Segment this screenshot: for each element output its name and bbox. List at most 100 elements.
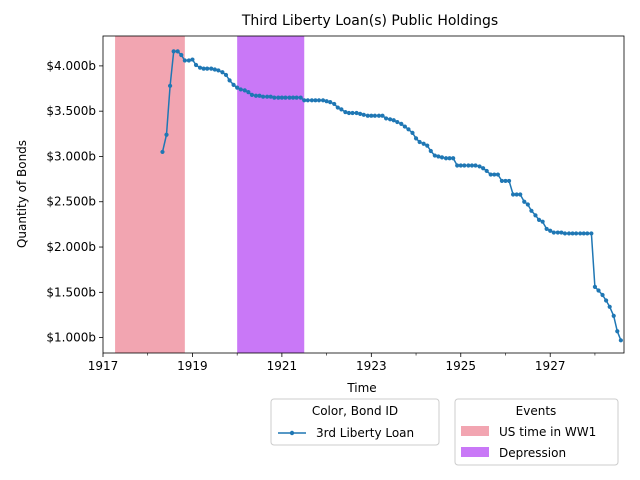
data-point: [518, 192, 523, 197]
data-point: [499, 178, 505, 184]
data-point: [458, 163, 463, 168]
x-tick-label-1: 1919: [177, 359, 208, 373]
data-point: [238, 87, 243, 92]
data-point: [402, 124, 407, 129]
data-point: [436, 154, 441, 159]
data-point: [268, 94, 273, 99]
data-point: [287, 95, 292, 100]
data-point: [220, 70, 225, 75]
y-tick-label-5: $3.500b: [46, 104, 96, 118]
data-point: [562, 231, 568, 236]
x-tick-label-4: 1925: [445, 359, 476, 373]
data-point: [182, 58, 187, 63]
data-point: [395, 119, 400, 125]
data-point: [566, 231, 572, 236]
data-point: [167, 83, 173, 88]
data-point: [451, 156, 456, 161]
data-point: [439, 155, 445, 160]
legend-events-title: Events: [516, 404, 557, 418]
data-point: [190, 57, 195, 62]
data-point: [294, 95, 299, 100]
data-point: [611, 313, 616, 318]
data-point: [324, 99, 329, 104]
data-point: [455, 163, 460, 168]
data-point: [536, 217, 542, 222]
data-point: [477, 164, 482, 169]
plot-frame: [102, 35, 625, 354]
data-point: [350, 110, 355, 116]
y-tick-label-4: $3.000b: [46, 149, 96, 163]
data-point: [443, 156, 449, 161]
data-point: [548, 228, 553, 233]
data-point: [235, 85, 240, 90]
data-point: [193, 62, 199, 68]
data-point: [607, 304, 612, 309]
data-point: [179, 52, 184, 58]
legend-events-frame: [454, 398, 619, 466]
data-point: [570, 231, 575, 236]
data-point: [332, 101, 337, 107]
data-point: [253, 93, 259, 98]
data-point: [242, 88, 247, 93]
data-point: [399, 121, 404, 126]
legend-bonds-title: Color, Bond ID: [312, 404, 398, 418]
data-point: [589, 231, 594, 236]
data-point: [466, 163, 471, 168]
data-point: [265, 94, 270, 99]
data-point: [175, 49, 180, 54]
data-point: [376, 113, 382, 118]
data-point: [525, 202, 530, 207]
data-point: [216, 68, 221, 73]
data-point: [383, 116, 389, 121]
data-point: [372, 113, 378, 118]
data-point: [600, 292, 605, 298]
data-point: [432, 153, 437, 158]
data-point: [618, 338, 623, 343]
data-point: [428, 148, 433, 154]
data-point: [425, 143, 430, 148]
data-point: [529, 208, 534, 213]
legend-series-label: 3rd Liberty Loan: [316, 426, 414, 440]
data-point: [320, 98, 326, 103]
data-point: [335, 105, 340, 110]
data-point: [160, 149, 165, 155]
event-span-1: [237, 36, 305, 353]
data-point: [302, 98, 307, 103]
data-point: [592, 284, 598, 289]
data-point: [559, 230, 564, 235]
x-tick-label-2: 1921: [267, 359, 298, 373]
data-point: [346, 110, 352, 116]
data-point: [503, 178, 508, 184]
data-point: [581, 231, 586, 236]
data-point: [339, 107, 344, 112]
data-point: [290, 95, 296, 100]
legend-bonds: Color, Bond ID 3rd Liberty Loan: [270, 398, 440, 446]
data-point: [283, 95, 288, 100]
legend-depression-label: Depression: [499, 446, 566, 460]
y-tick-label-3: $2.500b: [46, 195, 96, 209]
data-point: [391, 118, 396, 123]
data-point: [522, 199, 527, 204]
data-point: [388, 117, 393, 122]
data-point: [510, 192, 516, 197]
data-point: [533, 213, 538, 218]
legend-events: Events US time in WW1 Depression: [454, 398, 619, 466]
data-point: [164, 132, 169, 137]
chart-title: Third Liberty Loan(s) Public Holdings: [241, 13, 498, 29]
data-point: [305, 98, 310, 103]
x-tick-label-3: 1923: [356, 359, 387, 373]
x-axis-label: Time: [346, 381, 376, 395]
legend-bonds-frame: [270, 398, 440, 446]
data-point: [413, 136, 419, 141]
data-point: [227, 78, 232, 83]
data-point: [447, 156, 452, 161]
data-point: [246, 90, 251, 95]
data-point: [604, 298, 609, 303]
data-point: [205, 66, 210, 71]
x-tick-label-5: 1927: [535, 359, 566, 373]
data-point: [417, 139, 422, 145]
data-point: [484, 168, 489, 174]
data-point: [209, 66, 214, 71]
data-point: [596, 288, 601, 293]
